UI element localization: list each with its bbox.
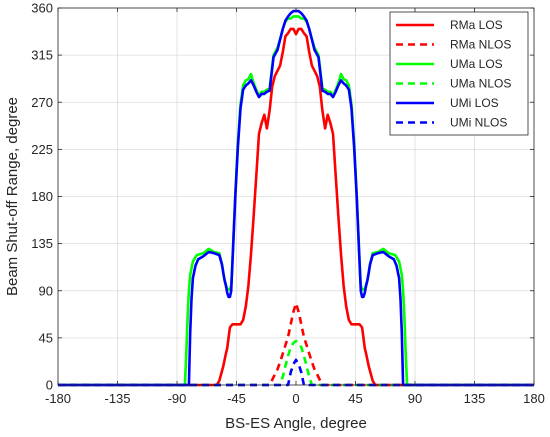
y-tick-label: 0 (46, 378, 53, 393)
legend-label: UMi LOS (450, 96, 499, 110)
y-tick-label: 270 (31, 95, 53, 110)
x-axis-label: BS-ES Angle, degree (225, 415, 367, 432)
legend-box (389, 11, 529, 136)
y-tick-label: 315 (31, 48, 53, 63)
x-tick-label: -135 (104, 391, 130, 406)
y-tick-label: 45 (39, 330, 53, 345)
series-line-uma-nlos (58, 339, 534, 387)
x-tick-label: -45 (227, 391, 246, 406)
y-tick-label: 225 (31, 142, 53, 157)
x-tick-label: -90 (168, 391, 187, 406)
series-line-umi-nlos (58, 358, 534, 387)
ticks: -180 -135 -90 -45 0 45 90 135 180 0 45 90 135 180 225 2… (31, 1, 545, 407)
legend-label: UMi NLOS (450, 116, 507, 130)
legend: RMa LOS RMa NLOS UMa LOS UMa NLOS UMi LOS UMi… (389, 11, 529, 136)
x-tick-label: 180 (523, 391, 545, 406)
legend-label: UMa LOS (450, 57, 503, 71)
legend-label: UMa NLOS (450, 77, 511, 91)
series-line-rma-los (58, 27, 534, 387)
legend-label: RMa NLOS (450, 38, 511, 52)
x-tick-label: -180 (45, 391, 71, 406)
y-axis-label: Beam Shut-off Range, degree (4, 97, 21, 296)
x-tick-label: 135 (464, 391, 486, 406)
x-tick-label: 90 (408, 391, 422, 406)
y-tick-label: 360 (31, 1, 53, 16)
y-tick-label: 135 (31, 236, 53, 251)
y-tick-label: 180 (31, 189, 53, 204)
x-tick-label: 0 (292, 391, 299, 406)
legend-label: RMa LOS (450, 18, 503, 32)
y-tick-label: 90 (39, 283, 53, 298)
x-tick-label: 45 (348, 391, 362, 406)
